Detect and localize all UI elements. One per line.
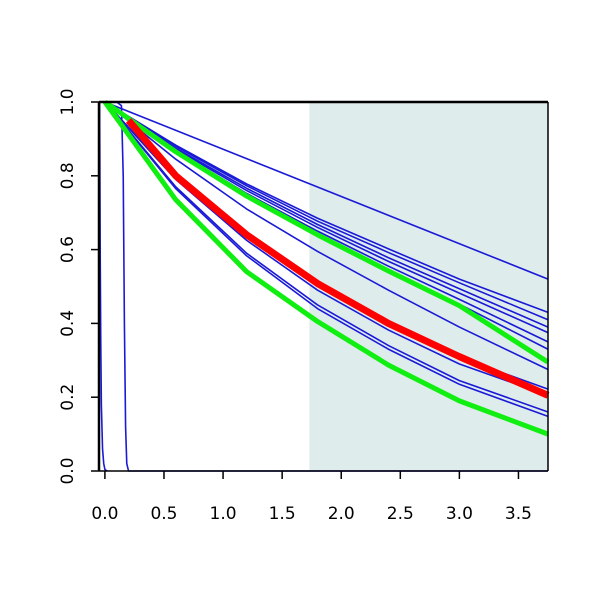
series-line-blue-8 [104, 101, 549, 371]
x-tick-label: 0.0 [91, 504, 118, 524]
x-tick-label: 2.0 [328, 504, 355, 524]
series-line-blue-11 [104, 101, 549, 413]
shaded-region-layer [309, 102, 548, 471]
series-line-blue-12 [104, 101, 549, 418]
x-tick-label: 3.5 [505, 504, 532, 524]
x-tick-label: 0.5 [150, 504, 177, 524]
y-tick-label: 0.2 [58, 384, 78, 411]
y-tick-label: 0.4 [58, 310, 78, 337]
series-line-green-16 [102, 100, 549, 437]
axes-frame [97, 100, 549, 472]
series-line-blue-4 [104, 101, 549, 328]
x-tick-label: 1.5 [269, 504, 296, 524]
series-line-blue-2 [104, 101, 549, 314]
x-tick-label: 1.0 [210, 504, 237, 524]
y-tick-label: 0.8 [58, 162, 78, 189]
x-tick-label: 3.0 [446, 504, 473, 524]
x-tick-label: 2.5 [387, 504, 414, 524]
series-line-red-17 [125, 118, 550, 399]
shaded-region [309, 102, 548, 471]
x-axis-ticks: 0.0 0.5 1.0 1.5 2.0 2.5 3.0 3.5 [91, 471, 532, 524]
series-layer [98, 99, 550, 472]
y-tick-label: 0.6 [58, 236, 78, 263]
y-tick-label: 0.0 [58, 457, 78, 484]
series-line-green-15 [103, 99, 550, 365]
series-line-blue-1 [104, 101, 549, 280]
y-axis-ticks: 0.0 0.2 0.4 0.6 0.8 1.0 [58, 88, 99, 485]
series-line-blue-3 [104, 101, 549, 321]
y-tick-label: 1.0 [58, 88, 78, 115]
series-line-blue-13 [98, 101, 108, 472]
